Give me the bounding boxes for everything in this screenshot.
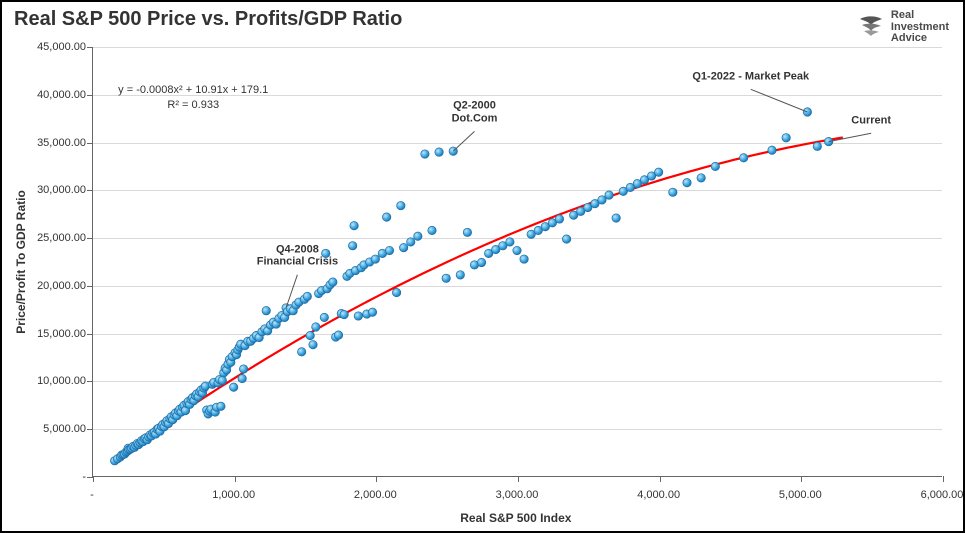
scatter-point: [711, 162, 719, 170]
y-tick-label: 35,000.00: [20, 137, 86, 149]
y-tick-label: 45,000.00: [20, 41, 86, 53]
scatter-point: [350, 221, 358, 229]
x-tick-label: 6,000.00: [921, 489, 964, 501]
callout-label-line: Q2-2000: [452, 100, 498, 113]
y-tick-label: 20,000.00: [20, 280, 86, 292]
scatter-point: [421, 150, 429, 158]
scatter-point: [382, 213, 390, 221]
scatter-point: [238, 374, 246, 382]
logo-line3: Advice: [891, 33, 949, 45]
scatter-point: [739, 154, 747, 162]
x-tick-label: 2,000.00: [354, 489, 397, 501]
scatter-point: [442, 274, 450, 282]
y-tick-label: -: [20, 471, 86, 483]
regression-equation: y = -0.0008x² + 10.91x + 179.1R² = 0.933: [118, 83, 268, 113]
scatter-point: [312, 323, 320, 331]
scatter-point: [217, 402, 225, 410]
scatter-point: [435, 148, 443, 156]
callout-label: Q2-2000Dot.Com: [452, 100, 498, 125]
callout-label: Q4-2008Financial Crisis: [257, 243, 338, 268]
callout-label: Current: [851, 115, 891, 128]
callout-label-line: Current: [851, 115, 891, 128]
brand-logo: Real Investment Advice: [857, 10, 949, 45]
y-tick-label: 30,000.00: [20, 184, 86, 196]
scatter-point: [683, 178, 691, 186]
plot-area: -5,000.0010,000.0015,000.0020,000.0025,0…: [92, 47, 942, 477]
scatter-point: [368, 308, 376, 316]
callout-label-line: Financial Crisis: [257, 256, 338, 269]
scatter-point: [654, 168, 662, 176]
scatter-point: [555, 215, 563, 223]
scatter-point: [428, 226, 436, 234]
scatter-point: [309, 340, 317, 348]
scatter-point: [218, 376, 226, 384]
scatter-point: [334, 331, 342, 339]
scatter-point: [506, 238, 514, 246]
equation-line2: R² = 0.933: [118, 98, 268, 113]
scatter-point: [562, 235, 570, 243]
scatter-point: [340, 310, 348, 318]
scatter-point: [385, 246, 393, 254]
scatter-point: [407, 238, 415, 246]
callout-line: [453, 131, 474, 151]
x-axis-title: Real S&P 500 Index: [460, 511, 571, 525]
x-tick-label: 4,000.00: [637, 489, 680, 501]
chart-frame: Real S&P 500 Price vs. Profits/GDP Ratio…: [0, 0, 965, 533]
y-tick-label: 25,000.00: [20, 232, 86, 244]
x-tick-label: 1,000.00: [212, 489, 255, 501]
callout-label-line: Dot.Com: [452, 113, 498, 126]
scatter-point: [229, 383, 237, 391]
scatter-point: [463, 228, 471, 236]
scatter-point: [782, 134, 790, 142]
scatter-point: [605, 191, 613, 199]
scatter-point: [768, 146, 776, 154]
scatter-point: [824, 137, 832, 145]
scatter-point: [669, 188, 677, 196]
equation-line1: y = -0.0008x² + 10.91x + 179.1: [118, 83, 268, 98]
y-tick-label: 15,000.00: [20, 328, 86, 340]
callout-label-line: Q1-2022 - Market Peak: [692, 71, 809, 84]
scatter-point: [306, 331, 314, 339]
x-tick-label: 3,000.00: [496, 489, 539, 501]
x-tick-label: -: [90, 489, 94, 501]
y-axis-title: Price/Profit To GDP Ratio: [14, 190, 28, 334]
eagle-icon: [857, 13, 885, 41]
brand-logo-text: Real Investment Advice: [891, 10, 949, 45]
scatter-point: [513, 246, 521, 254]
logo-line1: Real: [891, 10, 949, 22]
callout-label-line: Q4-2008: [257, 243, 338, 256]
scatter-point: [397, 201, 405, 209]
callout-line: [751, 89, 808, 112]
scatter-point: [392, 288, 400, 296]
scatter-point: [320, 313, 328, 321]
scatter-point: [520, 255, 528, 263]
scatter-point: [348, 242, 356, 250]
callout-label: Q1-2022 - Market Peak: [692, 71, 809, 84]
trendline: [113, 137, 843, 459]
scatter-point: [399, 243, 407, 251]
scatter-point: [297, 348, 305, 356]
scatter-point: [456, 271, 464, 279]
scatter-point: [414, 232, 422, 240]
x-tick-label: 5,000.00: [779, 489, 822, 501]
scatter-point: [354, 312, 362, 320]
scatter-point: [303, 292, 311, 300]
y-tick-label: 10,000.00: [20, 375, 86, 387]
scatter-point: [612, 214, 620, 222]
scatter-point: [239, 365, 247, 373]
x-tick: [943, 476, 944, 482]
scatter-point: [697, 174, 705, 182]
scatter-point: [262, 307, 270, 315]
scatter-point: [371, 255, 379, 263]
y-tick-label: 40,000.00: [20, 89, 86, 101]
scatter-point: [813, 142, 821, 150]
scatter-point: [477, 258, 485, 266]
scatter-point: [329, 278, 337, 286]
chart-title: Real S&P 500 Price vs. Profits/GDP Ratio: [14, 8, 402, 31]
y-tick-label: 5,000.00: [20, 423, 86, 435]
callout-line: [829, 133, 872, 141]
